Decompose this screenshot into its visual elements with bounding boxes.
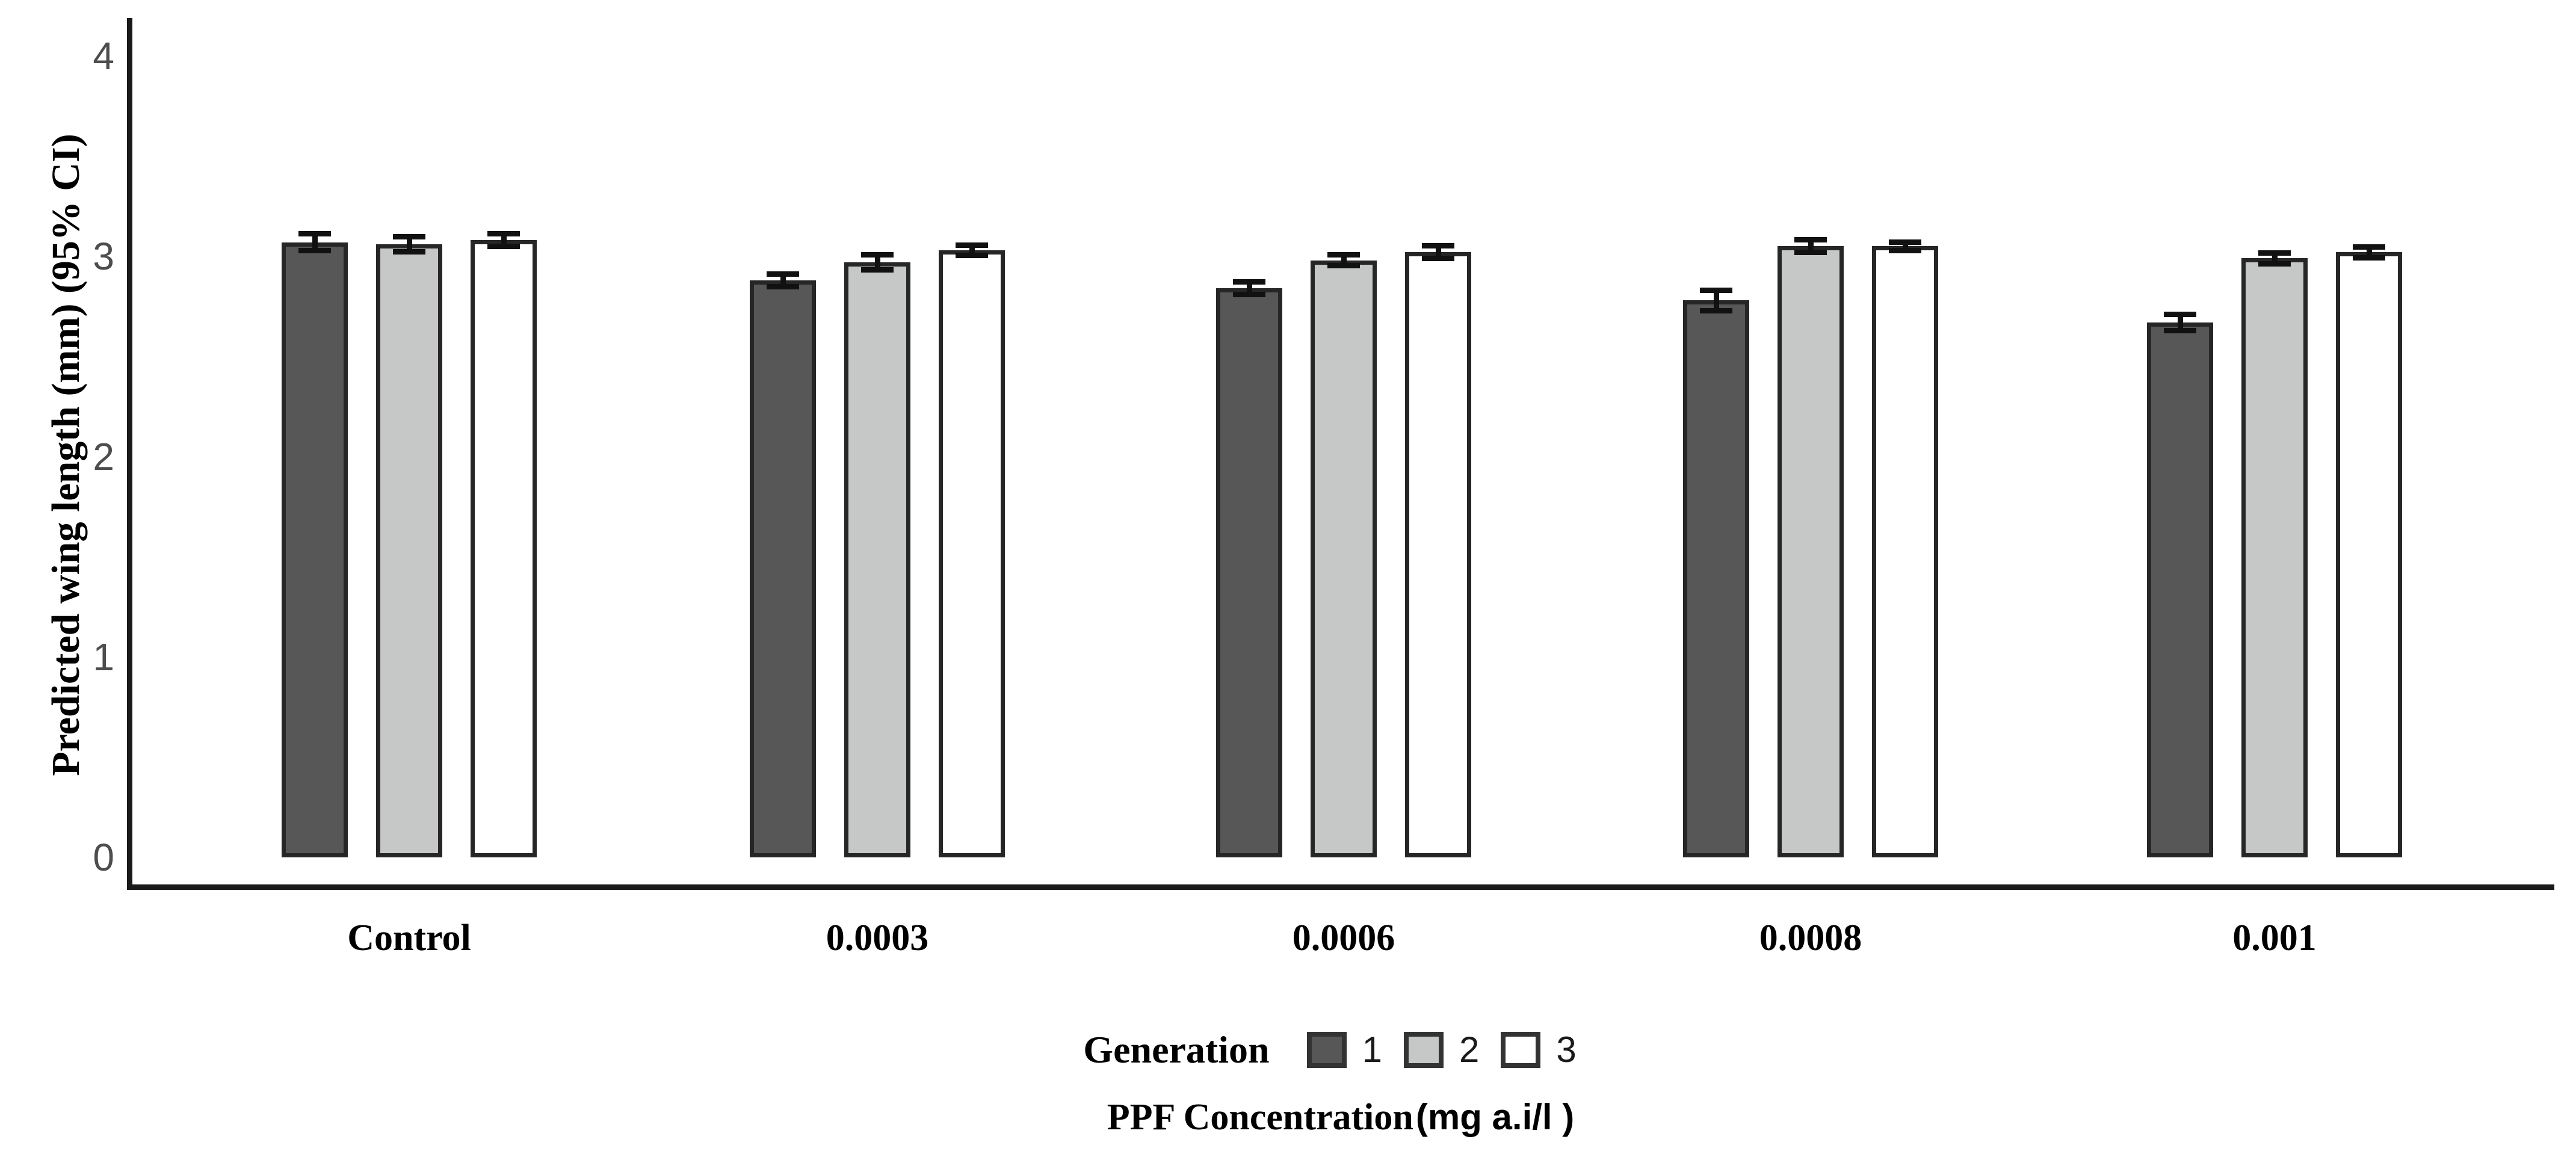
error-bar-line: [2272, 250, 2278, 267]
error-bar-cap-bottom: [298, 248, 331, 253]
x-axis-title-main: PPF Concentration: [1107, 1097, 1413, 1138]
y-tick-label: 2: [93, 435, 114, 478]
error-bar-line: [874, 252, 880, 273]
error-bar-cap-top: [956, 242, 988, 248]
bar-gen1-0.0003: [750, 280, 816, 857]
error-bar-cap-top: [1327, 252, 1360, 258]
error-bar-cap-bottom: [1422, 256, 1454, 262]
error-bar-cap-top: [1422, 243, 1454, 249]
legend-swatch-gen1: [1306, 1032, 1347, 1068]
bar-gen2-0.0008: [1778, 246, 1844, 857]
error-bar-cap-top: [1700, 287, 1732, 293]
error-bar-cap-bottom: [1794, 250, 1827, 256]
bar-gen3-0.001: [2336, 252, 2402, 857]
error-bar-line: [312, 231, 318, 253]
bar-gen2-Control: [376, 244, 442, 857]
error-bar-line: [1713, 287, 1719, 313]
y-axis-line: [127, 18, 132, 890]
bar-gen3-0.0008: [1872, 246, 1938, 857]
error-bar-cap-top: [1794, 237, 1827, 243]
error-bar-line: [1341, 252, 1347, 268]
error-bar-cap-top: [2353, 244, 2385, 250]
error-bar-line: [1808, 237, 1814, 256]
x-category-label: 0.0006: [1292, 918, 1395, 958]
bar-gen1-0.0008: [1683, 300, 1749, 857]
legend-label-gen1: 1: [1362, 1029, 1382, 1070]
error-bar-cap-bottom: [861, 267, 894, 273]
error-bar-cap-bottom: [1327, 262, 1360, 268]
error-bar-line: [1435, 243, 1441, 262]
x-axis-title: PPF Concentration (mg a.i/l ): [127, 1096, 2554, 1139]
error-bar-line: [2177, 311, 2183, 334]
x-category-label: 0.0008: [1759, 918, 1862, 958]
error-bar-cap-bottom: [767, 283, 799, 289]
x-category-label: 0.0003: [826, 918, 929, 958]
error-bar-cap-bottom: [2353, 255, 2385, 261]
bar-gen1-0.0006: [1216, 288, 1282, 857]
y-tick-label: 1: [93, 635, 114, 679]
error-bar-cap-top: [2164, 311, 2196, 317]
legend-label-gen2: 2: [1459, 1029, 1480, 1070]
error-bar-cap-top: [1233, 279, 1265, 285]
bar-gen3-0.0003: [939, 250, 1005, 857]
y-tick-label: 0: [93, 836, 114, 879]
bar-gen2-0.001: [2241, 258, 2308, 857]
error-bar-cap-bottom: [487, 244, 520, 250]
error-bar-line: [2366, 244, 2372, 261]
bar-gen2-0.0006: [1311, 260, 1377, 857]
error-bar-cap-bottom: [1889, 248, 1921, 253]
legend-title: Generation: [1083, 1028, 1270, 1071]
legend: Generation 1 2 3: [127, 1028, 2554, 1071]
x-category-label: 0.001: [2232, 918, 2317, 958]
error-bar-line: [969, 242, 975, 259]
error-bar-cap-bottom: [2164, 328, 2196, 334]
legend-swatch-gen2: [1403, 1032, 1444, 1068]
error-bar-cap-top: [861, 252, 894, 258]
error-bar-line: [501, 231, 507, 250]
x-category-label: Control: [347, 918, 471, 958]
error-bar-line: [1246, 279, 1252, 298]
error-bar-cap-bottom: [1233, 292, 1265, 298]
x-axis-line: [127, 884, 2554, 890]
bar-gen2-0.0003: [844, 262, 910, 857]
bar-gen3-0.0006: [1405, 252, 1471, 857]
bar-gen1-0.001: [2147, 322, 2213, 857]
legend-label-gen3: 3: [1556, 1029, 1577, 1070]
error-bar-cap-bottom: [2258, 261, 2291, 267]
y-tick-label: 3: [93, 235, 114, 278]
error-bar-line: [406, 234, 412, 255]
y-tick-label: 4: [93, 34, 114, 78]
error-bar-cap-top: [487, 231, 520, 237]
error-bar-line: [780, 271, 786, 289]
error-bar-cap-bottom: [956, 253, 988, 259]
legend-swatch-gen3: [1501, 1032, 1541, 1068]
error-bar-cap-bottom: [1700, 307, 1732, 313]
x-axis-title-units: (mg a.i/l ): [1415, 1097, 1575, 1137]
error-bar-cap-top: [767, 271, 799, 277]
error-bar-cap-top: [2258, 250, 2291, 256]
error-bar-cap-top: [393, 234, 425, 240]
error-bar-cap-bottom: [393, 248, 425, 255]
bar-gen3-Control: [471, 240, 537, 857]
error-bar-cap-top: [1889, 239, 1921, 245]
bar-gen1-Control: [282, 242, 348, 857]
error-bar-cap-top: [298, 231, 331, 237]
error-bar-line: [1902, 239, 1908, 253]
